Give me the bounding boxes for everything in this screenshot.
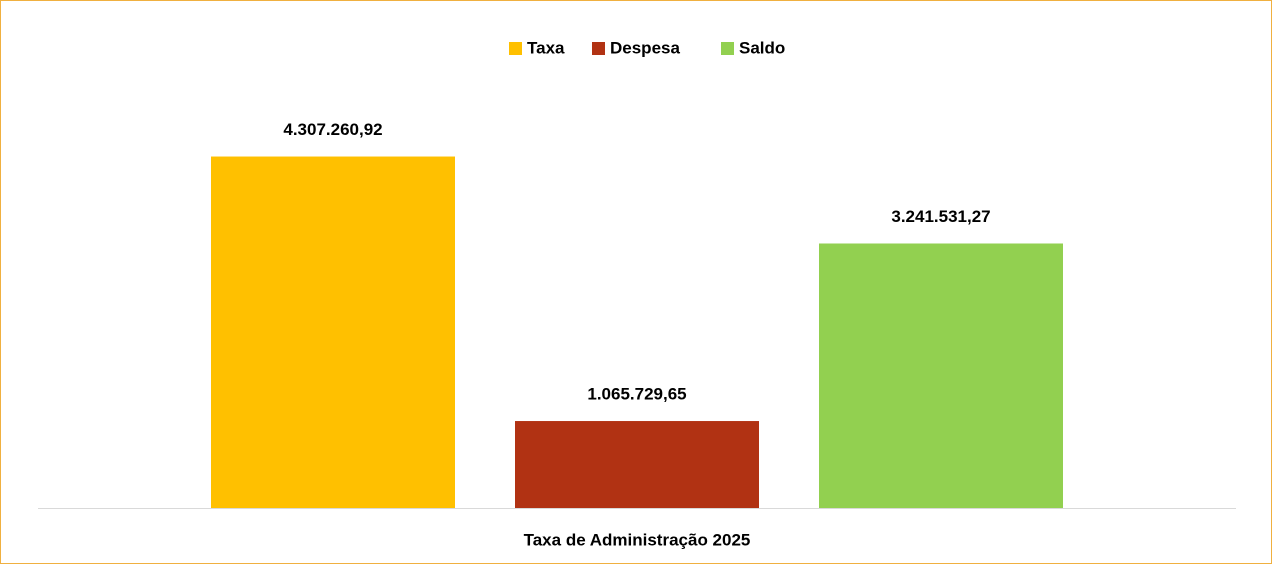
legend-swatch <box>721 42 734 55</box>
data-label: 1.065.729,65 <box>587 385 686 404</box>
data-label: 3.241.531,27 <box>891 207 990 226</box>
data-label: 4.307.260,92 <box>283 120 382 139</box>
legend-label: Saldo <box>739 38 785 57</box>
bar <box>819 243 1063 509</box>
legend-label: Despesa <box>610 38 680 57</box>
bar <box>211 156 455 508</box>
legend-label: Taxa <box>527 38 565 57</box>
bar <box>515 421 759 508</box>
legend-swatch <box>509 42 522 55</box>
legend-swatch <box>592 42 605 55</box>
x-tick-label: Taxa de Administração 2025 <box>524 530 751 549</box>
